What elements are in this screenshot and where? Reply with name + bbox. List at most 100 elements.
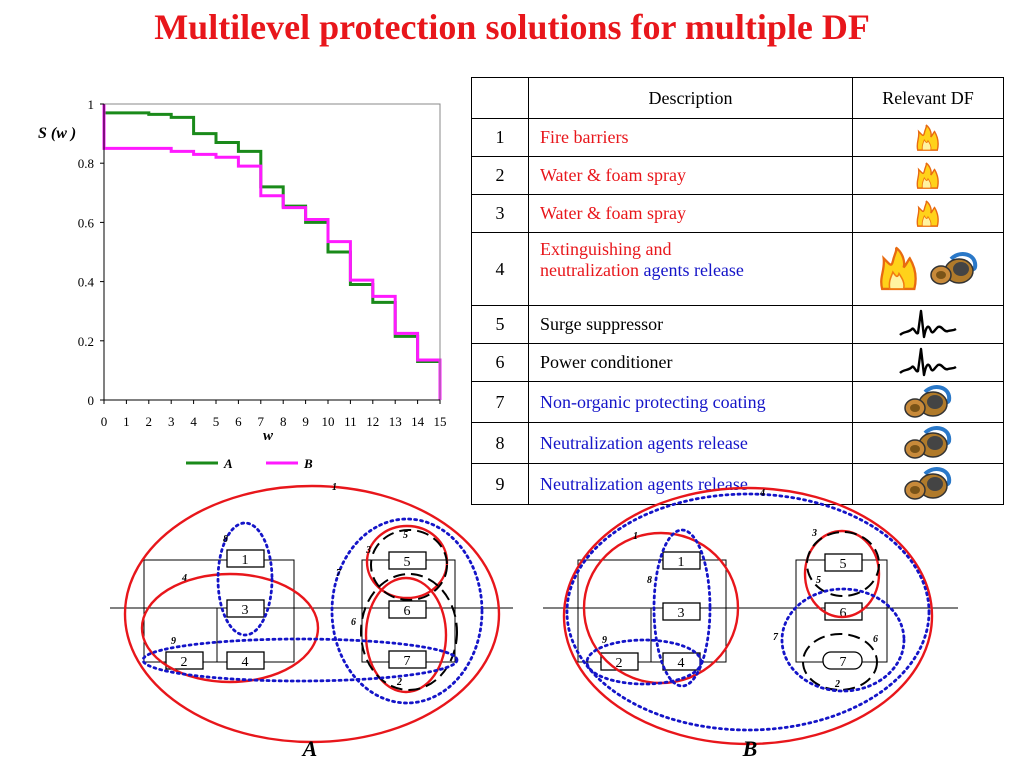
- page-title: Multilevel protection solutions for mult…: [154, 7, 870, 47]
- row-description: Water & foam spray: [528, 194, 853, 233]
- diagram-a-element-6: [388, 600, 427, 619]
- row-relevant-df: [852, 232, 1004, 306]
- header-description: Description: [528, 77, 853, 119]
- header-relevant-df: Relevant DF: [852, 77, 1004, 119]
- row-relevant-df: [852, 422, 1004, 464]
- description-text: Surge suppressor: [540, 314, 664, 334]
- row-number: 7: [471, 381, 529, 423]
- diagram-b-title: B: [742, 736, 758, 761]
- diagram-a-group-1: [123, 484, 501, 744]
- diagram-a-group-7: [330, 517, 484, 705]
- protection-table: Description Relevant DF 1 Fire barriers 2 W…: [471, 77, 1004, 505]
- surge-wave-icon: [899, 309, 957, 338]
- diagram-a-element-2: [165, 651, 204, 670]
- x-tick-label: 8: [280, 414, 287, 429]
- row-relevant-df: [852, 156, 1004, 195]
- diagram-b-element-6-label: 6: [840, 606, 847, 621]
- x-tick-label: 7: [258, 414, 265, 429]
- row-relevant-df: [852, 381, 1004, 423]
- diagram-a-group-8: [216, 521, 274, 637]
- diagram-b-group-4: [562, 486, 934, 746]
- x-tick-label: 1: [123, 414, 130, 429]
- legend-label-a: A: [223, 456, 233, 471]
- diagram-b-label-6: 6: [873, 634, 878, 645]
- row-relevant-df: [852, 194, 1004, 233]
- diagram-a-label-3: 3: [365, 545, 371, 556]
- x-axis-label: w: [263, 428, 274, 444]
- row-description: Extinguishing and neutralization agents r…: [528, 232, 853, 306]
- table-row: 6 Power conditioner: [471, 343, 1004, 382]
- diagram-b-label-7: 7: [773, 632, 779, 643]
- diagram-b-element-4-label: 4: [678, 656, 685, 671]
- row-number: 1: [471, 118, 529, 157]
- x-tick-label: 12: [366, 414, 379, 429]
- description-text: Extinguishing and: [540, 239, 672, 259]
- diagram-a-label-7: 7: [336, 568, 342, 579]
- row-description: Power conditioner: [528, 343, 853, 382]
- diagram-a-element-1-label: 1: [242, 553, 249, 568]
- x-tick-label: 3: [168, 414, 175, 429]
- description-text: Fire barriers: [540, 127, 629, 147]
- diagram-a-group-5: [370, 529, 448, 601]
- y-tick-label: 1: [88, 97, 95, 112]
- description-text: Power conditioner: [540, 352, 673, 372]
- diagram-b-element-7: [822, 651, 863, 670]
- diagram-a-label-4: 4: [181, 573, 187, 584]
- row-relevant-df: [852, 305, 1004, 344]
- row-description: Non-organic protecting coating: [528, 381, 853, 423]
- diagram-a-element-4: [226, 651, 265, 670]
- diagram-b-label-3: 3: [811, 528, 817, 539]
- table-row: 9 Neutralization agents release: [471, 463, 1004, 505]
- x-tick-label: 13: [389, 414, 402, 429]
- description-text: agents release: [638, 260, 744, 280]
- diagram-b-element-5: [824, 553, 863, 572]
- description-text: Neutralization agents release: [540, 432, 748, 453]
- table-row: 1 Fire barriers: [471, 118, 1004, 157]
- diagram-b-group-7: [780, 587, 906, 693]
- description-text: Water & foam spray: [540, 165, 686, 185]
- diagram-a-element-7: [388, 650, 427, 669]
- row-relevant-df: [852, 118, 1004, 157]
- diagram-b-element-1: [662, 551, 701, 570]
- diagram-b-element-3-label: 3: [678, 606, 685, 621]
- diagram-a-label-5: 5: [403, 530, 408, 541]
- table-row: 2 Water & foam spray: [471, 156, 1004, 195]
- table-header-row: Description Relevant DF: [471, 77, 1004, 119]
- legend-label-b: B: [303, 456, 313, 471]
- diagram-a-element-6-label: 6: [404, 604, 411, 619]
- diagram-a-group-4: [140, 572, 320, 684]
- x-tick-label: 0: [101, 414, 108, 429]
- series-line-b: [102, 104, 442, 400]
- diagram-b-group-3: [803, 529, 881, 619]
- diagram-b-element-1-label: 1: [678, 555, 685, 570]
- diagram-b-group-2: [802, 633, 878, 691]
- protection-diagrams: .wire{fill:none;stroke:#000;stroke-width…: [110, 482, 958, 761]
- row-relevant-df: [852, 463, 1004, 505]
- row-description: Water & foam spray: [528, 156, 853, 195]
- gas-mask-icon: [904, 426, 952, 459]
- row-number: 3: [471, 194, 529, 233]
- description-text: Non-organic protecting coating: [540, 391, 766, 412]
- diagram-a: 1 3 2 4 5 6 7 1 2 3 4 5 6 7 8 9 A: [110, 482, 513, 761]
- diagram-b-group-4-dotted: [565, 492, 931, 732]
- fire-icon: [916, 123, 939, 151]
- row-description: Neutralization agents release: [528, 422, 853, 464]
- x-tick-label: 9: [302, 414, 309, 429]
- gas-mask-icon: [904, 385, 952, 418]
- x-tick-label: 2: [146, 414, 153, 429]
- diagram-b-element-3: [662, 602, 701, 621]
- row-number: 2: [471, 156, 529, 195]
- row-relevant-df: [852, 343, 1004, 382]
- diagram-a-element-1: [226, 549, 265, 568]
- x-tick-label: 5: [213, 414, 220, 429]
- x-tick-label: 10: [322, 414, 335, 429]
- diagram-b-element-5-label: 5: [840, 557, 847, 572]
- table-row: 3 Water & foam spray: [471, 194, 1004, 233]
- fire-icon: [916, 199, 939, 227]
- diagram-b-element-7-label: 7: [840, 655, 847, 670]
- description-text: neutralization: [540, 260, 639, 280]
- x-tick-label: 15: [434, 414, 447, 429]
- diagram-a-group-2: [360, 573, 458, 691]
